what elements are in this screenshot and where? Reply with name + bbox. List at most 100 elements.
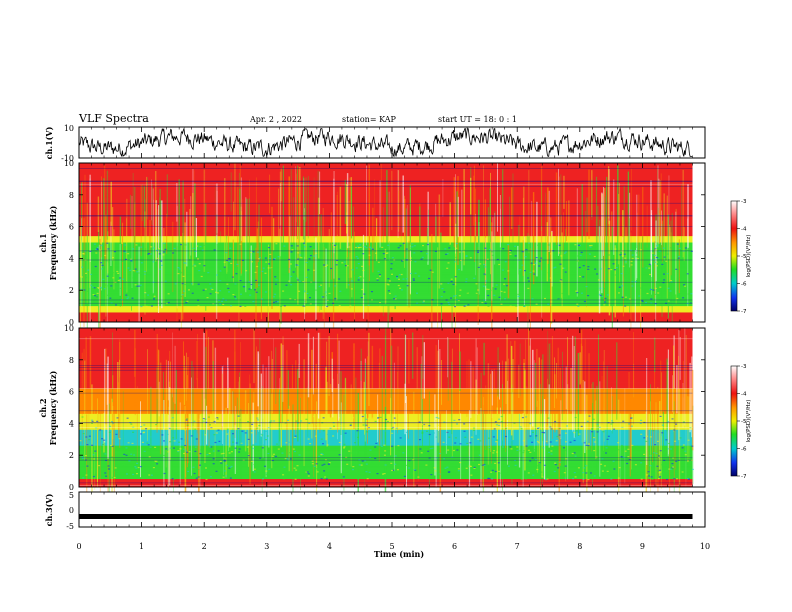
spectrogram-speckle: [94, 450, 97, 452]
spectrogram-streak: [195, 218, 197, 258]
spectrogram-band: [79, 188, 693, 191]
spectrogram-speckle: [599, 294, 602, 296]
spectrogram-streak: [490, 373, 491, 452]
spectrogram-speckle: [205, 478, 208, 481]
spectrogram-speckle: [459, 462, 462, 464]
spectrogram-speckle: [165, 448, 168, 450]
spectrogram-streak: [599, 381, 601, 477]
spectrogram-speckle: [465, 467, 468, 469]
spectrogram-streak: [560, 215, 562, 298]
spectrogram-speckle: [585, 286, 588, 288]
spectrogram-streak: [645, 411, 647, 521]
spectrogram-speckle: [599, 423, 602, 425]
spectrogram-speckle: [160, 260, 163, 262]
spectrogram-speckle: [575, 290, 578, 292]
spectrogram-speckle: [584, 440, 587, 442]
spectrogram-speckle: [237, 428, 240, 430]
spectrogram-streak: [541, 413, 543, 477]
spectrogram-speckle: [441, 446, 444, 448]
spectrogram-streak: [325, 248, 327, 308]
spectrogram-band: [79, 172, 693, 175]
spectrogram-streak: [204, 398, 206, 463]
spectrogram-speckle: [370, 448, 373, 450]
spectrogram-speckle: [520, 264, 523, 266]
spectrogram-speckle: [620, 248, 622, 250]
spectrogram-speckle: [538, 265, 541, 267]
spectrogram-speckle: [611, 420, 614, 422]
spectrogram-streak: [608, 220, 611, 316]
spectrogram-speckle: [529, 460, 532, 462]
spectrogram-streak: [455, 174, 456, 254]
spectrogram-speckle: [293, 467, 296, 469]
spectrogram-streak: [319, 332, 321, 433]
spectrogram-speckle: [543, 464, 546, 466]
spectrogram-speckle: [426, 243, 429, 246]
spectrogram-speckle: [450, 297, 453, 299]
spectrogram-streak: [613, 179, 615, 255]
spectrogram-streak: [574, 336, 576, 437]
spectrogram-speckle: [591, 460, 594, 462]
spectrogram-speckle: [365, 424, 368, 426]
spectrogram-speckle: [271, 267, 274, 270]
spectrogram-speckle: [554, 266, 557, 268]
spectrogram-speckle: [374, 471, 376, 473]
spectrogram-speckle: [193, 420, 196, 422]
spectrogram-speckle: [304, 246, 306, 248]
spectrogram-speckle: [326, 433, 329, 435]
spectrogram-speckle: [554, 420, 557, 423]
spectrogram-speckle: [624, 261, 627, 263]
spectrogram-streak: [499, 362, 500, 400]
spectrogram-speckle: [150, 246, 153, 248]
spectrogram-speckle: [438, 258, 441, 261]
spectrogram-speckle: [607, 268, 610, 270]
spectrogram-speckle: [586, 420, 589, 422]
spectrogram-streak: [104, 202, 105, 305]
spectrogram-speckle: [640, 433, 643, 435]
spectrogram-band: [79, 348, 693, 351]
spectrogram-speckle: [657, 270, 660, 272]
spectrogram-speckle: [601, 429, 604, 431]
spectrogram-speckle: [228, 467, 231, 469]
spectrogram-streak: [192, 192, 194, 286]
spectrogram-speckle: [347, 293, 349, 295]
spectrogram-streak: [577, 353, 580, 436]
spectrogram-streak: [491, 222, 492, 323]
spectrogram-speckle: [322, 451, 325, 453]
spectrogram-speckle: [578, 244, 580, 246]
spectrogram-speckle: [104, 453, 107, 455]
spectrogram-speckle: [689, 303, 692, 305]
spectrogram-speckle: [288, 268, 291, 270]
spectrogram-streak: [603, 186, 604, 256]
spectrogram-speckle: [235, 442, 238, 444]
spectrogram-streak: [246, 198, 248, 246]
spectrogram-streak: [313, 249, 315, 282]
spectrogram-band: [79, 183, 693, 186]
spectrogram-speckle: [379, 262, 382, 264]
spectrogram-streak: [551, 336, 553, 439]
spectrogram-streak: [156, 393, 158, 433]
spectrogram-streak: [157, 349, 160, 411]
spectrogram-streak: [138, 246, 140, 355]
spectrogram-speckle: [645, 474, 648, 476]
spectrogram-speckle: [517, 293, 520, 295]
spectrogram-speckle: [588, 443, 590, 445]
spectrogram-streak: [275, 347, 277, 404]
spectrogram-band: [79, 207, 693, 210]
ch1-ytick-top: 10: [64, 124, 74, 133]
spectrogram-streak: [158, 205, 160, 313]
xtick-label: 8: [577, 542, 582, 551]
spectrogram-streak: [588, 353, 590, 450]
spectrogram-streak: [611, 387, 612, 431]
spectrogram-speckle: [400, 296, 403, 298]
spectrogram-speckle: [181, 283, 184, 285]
spectrogram-streak: [687, 218, 689, 307]
spectrogram-speckle: [252, 251, 255, 253]
spectrogram-speckle: [477, 438, 480, 440]
spectrogram-streak: [98, 232, 99, 321]
spectrogram-speckle: [295, 469, 298, 471]
spectrogram-speckle: [229, 247, 232, 249]
ch3-waveform-panel: 5 0 -5 ch.3(V): [44, 491, 706, 531]
spectrogram-speckle: [401, 254, 404, 256]
spectrogram-streak: [654, 241, 656, 299]
spectrogram-speckle: [537, 297, 540, 299]
